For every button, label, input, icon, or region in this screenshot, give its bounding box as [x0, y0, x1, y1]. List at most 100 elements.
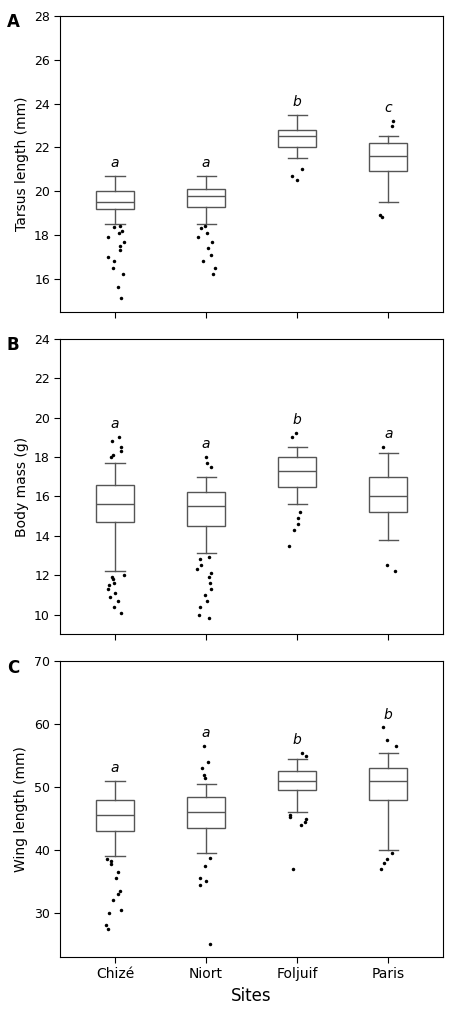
Text: a: a	[202, 437, 210, 451]
Text: a: a	[384, 427, 393, 441]
Point	[202, 770, 209, 786]
Point	[110, 253, 118, 269]
Point	[117, 443, 124, 459]
Point	[196, 552, 203, 568]
Point	[296, 504, 303, 520]
Point	[114, 279, 121, 296]
Point	[302, 811, 309, 827]
Text: A: A	[7, 13, 20, 31]
Point	[380, 854, 388, 871]
Point	[299, 162, 306, 178]
Y-axis label: Body mass (g): Body mass (g)	[15, 437, 29, 536]
Point	[206, 611, 213, 627]
Text: a: a	[202, 726, 210, 741]
Point	[200, 739, 207, 755]
Point	[111, 575, 118, 591]
Point	[193, 561, 201, 577]
Point	[197, 557, 204, 573]
Point	[388, 118, 395, 134]
Text: a: a	[111, 761, 119, 775]
Point	[196, 598, 203, 615]
PathPatch shape	[278, 771, 316, 790]
Point	[106, 588, 114, 605]
Y-axis label: Wing length (mm): Wing length (mm)	[15, 747, 29, 872]
X-axis label: Sites: Sites	[232, 987, 272, 1005]
Point	[285, 537, 292, 554]
Point	[111, 585, 118, 601]
Point	[203, 225, 211, 241]
Point	[389, 113, 396, 129]
Point	[391, 563, 398, 579]
Point	[377, 861, 385, 877]
Point	[383, 557, 390, 573]
Point	[197, 220, 205, 237]
Point	[288, 168, 295, 184]
PathPatch shape	[369, 143, 407, 172]
Point	[120, 234, 127, 250]
Text: a: a	[111, 156, 119, 170]
Point	[110, 219, 118, 236]
Point	[301, 814, 308, 830]
Point	[200, 253, 207, 269]
Point	[389, 845, 396, 862]
Y-axis label: Tarsus length (mm): Tarsus length (mm)	[15, 97, 29, 231]
Point	[104, 581, 112, 597]
Point	[118, 223, 125, 239]
Point	[202, 874, 210, 890]
Text: b: b	[384, 707, 393, 721]
Point	[118, 605, 125, 621]
Point	[207, 849, 214, 866]
Point	[207, 581, 215, 597]
Point	[286, 809, 294, 825]
Point	[205, 754, 212, 770]
Point	[114, 886, 122, 902]
Point	[115, 225, 122, 241]
Point	[118, 439, 125, 455]
PathPatch shape	[278, 457, 316, 487]
Text: C: C	[7, 658, 19, 677]
Point	[103, 917, 110, 934]
Point	[288, 429, 296, 445]
Point	[206, 550, 213, 566]
Point	[206, 569, 213, 585]
Point	[286, 808, 293, 824]
Point	[108, 449, 115, 465]
Point	[302, 748, 309, 764]
Text: b: b	[293, 733, 301, 747]
Point	[108, 855, 115, 872]
Point	[202, 449, 209, 465]
Point	[376, 207, 384, 224]
Point	[207, 565, 215, 581]
PathPatch shape	[187, 189, 225, 206]
Text: b: b	[293, 94, 301, 109]
Point	[206, 575, 213, 591]
Text: c: c	[385, 102, 392, 115]
Point	[116, 218, 123, 235]
Point	[204, 592, 211, 609]
Point	[207, 458, 215, 474]
Point	[110, 598, 118, 615]
Point	[204, 455, 211, 471]
Point	[297, 817, 305, 833]
Point	[207, 247, 214, 263]
Point	[384, 851, 391, 868]
Point	[196, 871, 203, 887]
Point	[104, 920, 111, 937]
Point	[202, 218, 209, 235]
Point	[290, 522, 297, 538]
Text: a: a	[111, 418, 119, 432]
Point	[104, 229, 111, 245]
PathPatch shape	[96, 800, 134, 831]
Point	[289, 861, 296, 877]
Point	[195, 607, 202, 623]
Point	[115, 429, 122, 445]
Point	[378, 209, 385, 226]
Point	[104, 851, 111, 868]
Point	[117, 242, 124, 258]
Point	[295, 516, 302, 532]
Point	[108, 853, 115, 870]
Point	[196, 877, 203, 893]
Point	[295, 510, 302, 526]
Point	[205, 240, 212, 256]
Point	[293, 172, 300, 188]
